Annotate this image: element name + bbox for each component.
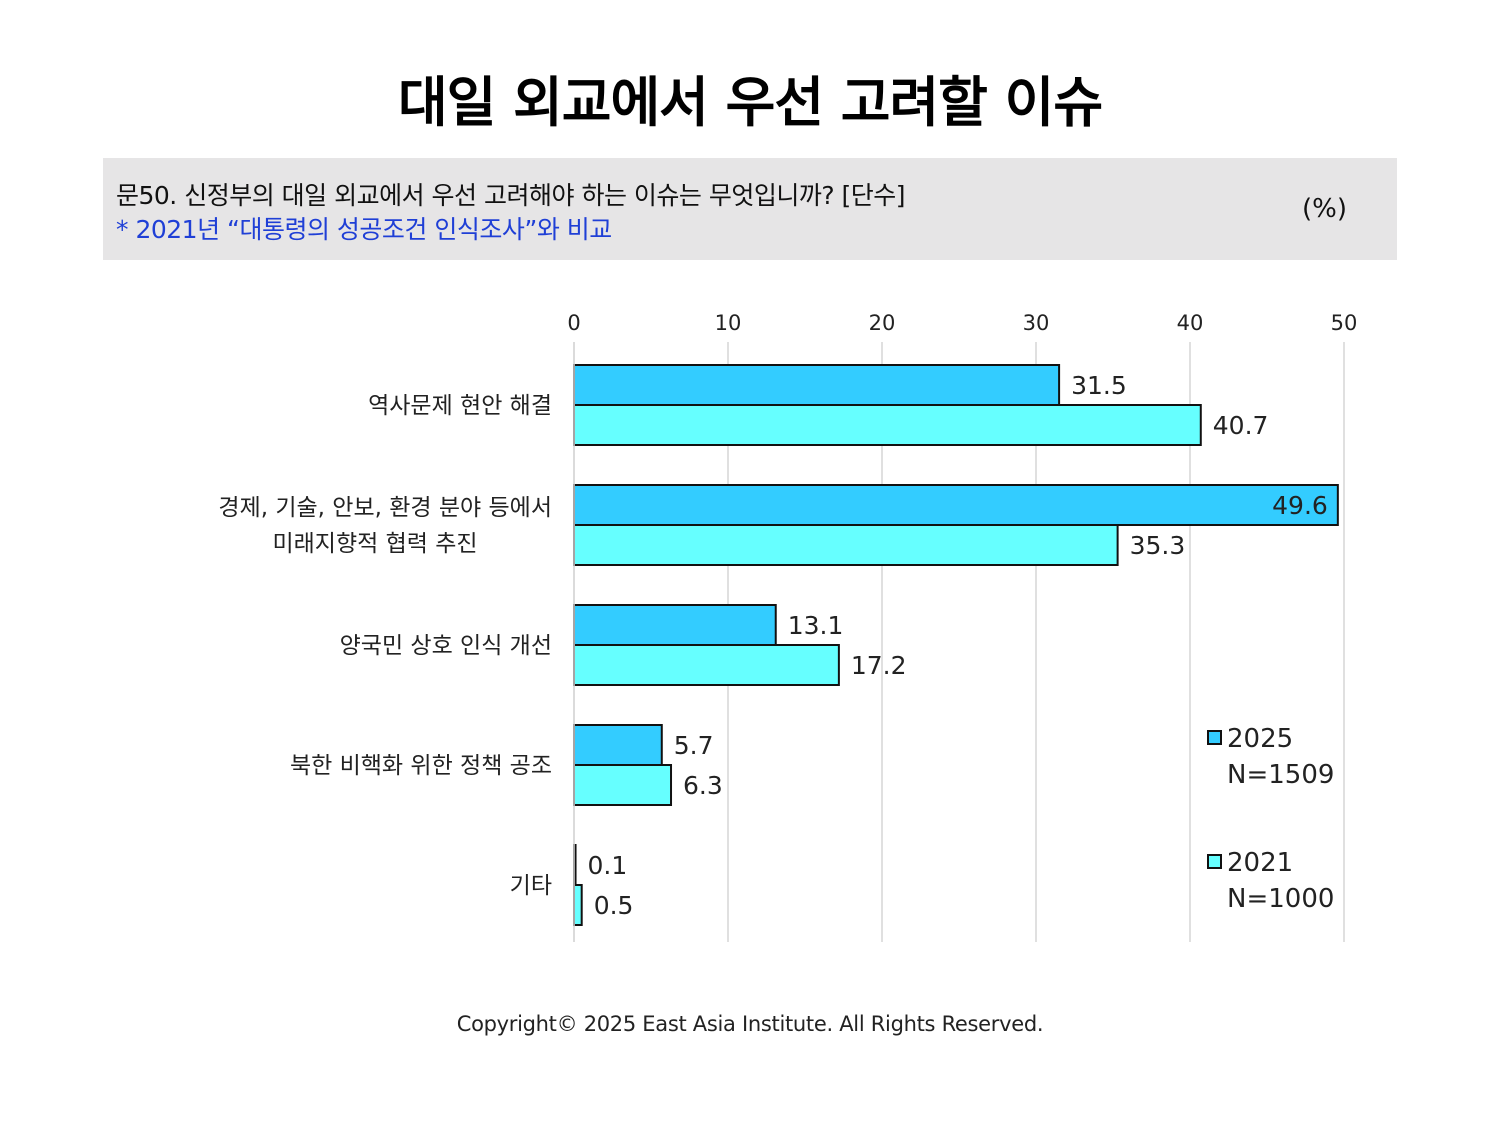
bar-2021-2 xyxy=(573,644,840,686)
bar-2025-3 xyxy=(573,724,663,766)
bar-2021-3 xyxy=(573,764,673,806)
data-label: 0.1 xyxy=(588,851,628,880)
category-label: 양국민 상호 인식 개선 xyxy=(340,633,552,659)
comparison-note: * 2021년 “대통령의 성공조건 인식조사”와 비교 xyxy=(116,215,612,244)
legend-swatch-2025 xyxy=(1207,730,1222,745)
bar-2021-1 xyxy=(573,524,1119,566)
category-label: 경제, 기술, 안보, 환경 분야 등에서 xyxy=(218,495,552,521)
category-label: 미래지향적 협력 추진 xyxy=(272,531,477,557)
unit-label: (%) xyxy=(1302,194,1347,224)
legend-label: 2021 xyxy=(1227,848,1293,878)
data-label: 31.5 xyxy=(1071,371,1127,400)
data-label: 49.6 xyxy=(1272,491,1328,520)
x-tick-label: 40 xyxy=(1177,311,1204,335)
data-label: 5.7 xyxy=(674,731,714,760)
bar-2025-0 xyxy=(573,364,1061,406)
copyright-footer: Copyright© 2025 East Asia Institute. All… xyxy=(456,1012,1044,1036)
data-label: 35.3 xyxy=(1130,531,1186,560)
legend-swatch-2021 xyxy=(1207,854,1222,869)
category-label: 북한 비핵화 위한 정책 공조 xyxy=(290,753,552,779)
legend-sample: N=1000 xyxy=(1227,884,1334,914)
data-label: 40.7 xyxy=(1213,411,1269,440)
x-tick-label: 0 xyxy=(567,311,580,335)
bar-2025-1 xyxy=(573,484,1339,526)
chart-title: 대일 외교에서 우선 고려할 이슈 xyxy=(397,71,1103,134)
legend-label: 2025 xyxy=(1227,724,1293,754)
data-label: 13.1 xyxy=(788,611,844,640)
data-label: 17.2 xyxy=(851,651,907,680)
data-label: 0.5 xyxy=(594,891,634,920)
category-label: 기타 xyxy=(510,873,552,899)
x-tick-label: 30 xyxy=(1023,311,1050,335)
bar-2025-2 xyxy=(573,604,777,646)
x-tick-label: 10 xyxy=(715,311,742,335)
question-box: 문50. 신정부의 대일 외교에서 우선 고려해야 하는 이슈는 무엇입니까? … xyxy=(103,158,1397,260)
question-text: 문50. 신정부의 대일 외교에서 우선 고려해야 하는 이슈는 무엇입니까? … xyxy=(116,181,906,210)
legend-sample: N=1509 xyxy=(1227,760,1334,790)
bar-2021-0 xyxy=(573,404,1202,446)
data-label: 6.3 xyxy=(683,771,723,800)
bar-2021-4 xyxy=(573,884,583,926)
x-tick-label: 20 xyxy=(869,311,896,335)
category-label: 역사문제 현안 해결 xyxy=(368,393,552,419)
x-tick-label: 50 xyxy=(1331,311,1358,335)
